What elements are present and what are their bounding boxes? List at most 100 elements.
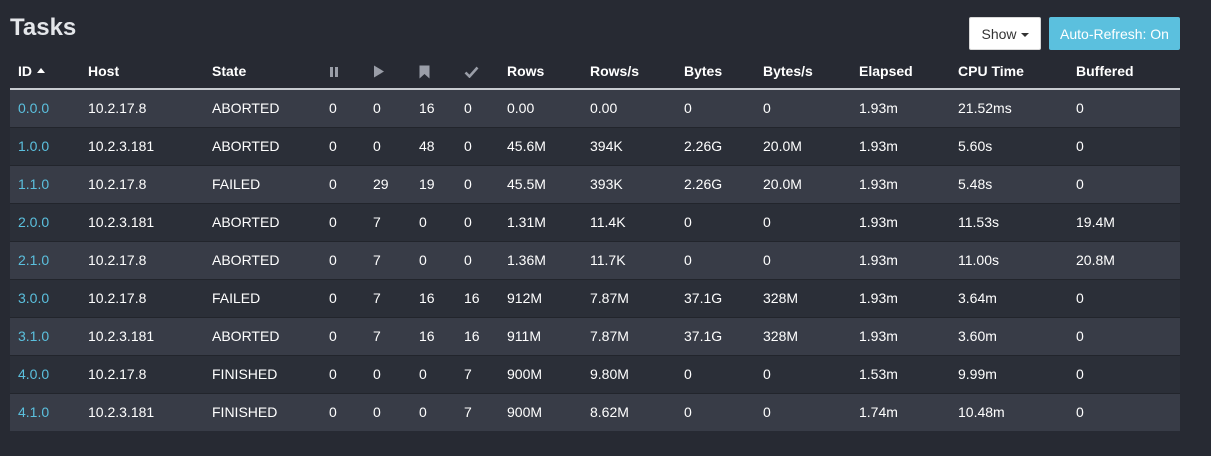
- table-row: 0.0.0 10.2.17.8 ABORTED 0 0 16 0 0.00 0.00 0 0 1.93…: [10, 88, 1180, 127]
- elapsed-cell: 1.93m: [851, 164, 950, 203]
- rows-cell: 45.6M: [499, 126, 582, 165]
- task-id-link[interactable]: 1.0.0: [10, 126, 80, 165]
- header-cpu-time[interactable]: CPU Time: [950, 53, 1068, 90]
- host-cell: 10.2.17.8: [80, 354, 204, 393]
- finished-count: 16: [456, 278, 499, 317]
- header-rows[interactable]: Rows: [499, 53, 582, 90]
- bytes-per-sec-cell: 0: [755, 240, 851, 279]
- cpu-time-cell: 11.53s: [950, 202, 1068, 241]
- blocked-count: 19: [411, 164, 456, 203]
- buffered-cell: 0: [1068, 392, 1180, 431]
- state-cell: ABORTED: [204, 88, 321, 127]
- blocked-count: 0: [411, 392, 456, 431]
- header-finished[interactable]: [456, 53, 499, 90]
- play-icon: [374, 65, 384, 78]
- host-cell: 10.2.17.8: [80, 240, 204, 279]
- bytes-cell: 2.26G: [676, 164, 755, 203]
- blocked-count: 0: [411, 202, 456, 241]
- buffered-cell: 0: [1068, 164, 1180, 203]
- table-row: 2.1.0 10.2.17.8 ABORTED 0 7 0 0 1.36M 11.7K 0 0 1.9…: [10, 240, 1180, 279]
- task-id-link[interactable]: 1.1.0: [10, 164, 80, 203]
- buffered-cell: 20.8M: [1068, 240, 1180, 279]
- bytes-per-sec-cell: 328M: [755, 278, 851, 317]
- elapsed-cell: 1.93m: [851, 278, 950, 317]
- header-running[interactable]: [365, 53, 411, 90]
- rows-per-sec-cell: 7.87M: [582, 316, 676, 355]
- header-blocked[interactable]: [411, 53, 456, 90]
- running-count: 0: [365, 354, 411, 393]
- state-cell: FAILED: [204, 164, 321, 203]
- rows-per-sec-cell: 393K: [582, 164, 676, 203]
- show-dropdown-button[interactable]: Show: [969, 17, 1041, 50]
- task-id-link[interactable]: 4.0.0: [10, 354, 80, 393]
- state-cell: ABORTED: [204, 202, 321, 241]
- bytes-per-sec-cell: 328M: [755, 316, 851, 355]
- state-cell: FAILED: [204, 278, 321, 317]
- header-host[interactable]: Host: [80, 53, 204, 90]
- blocked-count: 48: [411, 126, 456, 165]
- paused-count: 0: [321, 240, 365, 279]
- rows-per-sec-cell: 0.00: [582, 88, 676, 127]
- elapsed-cell: 1.93m: [851, 316, 950, 355]
- blocked-count: 16: [411, 316, 456, 355]
- table-row: 3.1.0 10.2.3.181 ABORTED 0 7 16 16 911M 7.87M 37.…: [10, 316, 1180, 355]
- running-count: 0: [365, 88, 411, 127]
- task-id-link[interactable]: 0.0.0: [10, 88, 80, 127]
- table-row: 4.1.0 10.2.3.181 FINISHED 0 0 0 7 900M 8.62M 0 0 1.…: [10, 392, 1180, 431]
- header-id[interactable]: ID: [10, 53, 80, 90]
- state-cell: ABORTED: [204, 240, 321, 279]
- rows-cell: 1.36M: [499, 240, 582, 279]
- paused-count: 0: [321, 278, 365, 317]
- rows-cell: 1.31M: [499, 202, 582, 241]
- elapsed-cell: 1.53m: [851, 354, 950, 393]
- host-cell: 10.2.3.181: [80, 126, 204, 165]
- bytes-cell: 0: [676, 240, 755, 279]
- header-buffered[interactable]: Buffered: [1068, 53, 1180, 90]
- header-paused[interactable]: [321, 53, 365, 90]
- state-cell: FINISHED: [204, 392, 321, 431]
- task-id-link[interactable]: 2.1.0: [10, 240, 80, 279]
- task-id-link[interactable]: 4.1.0: [10, 392, 80, 431]
- sort-ascending-icon: [37, 68, 45, 74]
- task-id-link[interactable]: 3.0.0: [10, 278, 80, 317]
- elapsed-cell: 1.93m: [851, 126, 950, 165]
- cpu-time-cell: 5.60s: [950, 126, 1068, 165]
- host-cell: 10.2.3.181: [80, 392, 204, 431]
- paused-count: 0: [321, 392, 365, 431]
- buffered-cell: 0: [1068, 354, 1180, 393]
- header-bytes-per-sec[interactable]: Bytes/s: [755, 53, 851, 90]
- rows-per-sec-cell: 394K: [582, 126, 676, 165]
- task-id-link[interactable]: 3.1.0: [10, 316, 80, 355]
- auto-refresh-button[interactable]: Auto-Refresh: On: [1049, 17, 1180, 50]
- state-cell: ABORTED: [204, 316, 321, 355]
- finished-count: 0: [456, 126, 499, 165]
- bytes-per-sec-cell: 0: [755, 392, 851, 431]
- bytes-per-sec-cell: 20.0M: [755, 126, 851, 165]
- table-row: 1.0.0 10.2.3.181 ABORTED 0 0 48 0 45.6M 394K 2.26…: [10, 126, 1180, 165]
- paused-count: 0: [321, 354, 365, 393]
- bytes-cell: 0: [676, 88, 755, 127]
- rows-per-sec-cell: 8.62M: [582, 392, 676, 431]
- buffered-cell: 0: [1068, 278, 1180, 317]
- buffered-cell: 0: [1068, 126, 1180, 165]
- rows-per-sec-cell: 7.87M: [582, 278, 676, 317]
- bytes-per-sec-cell: 0: [755, 202, 851, 241]
- tasks-table: ID Host State Rows Rows/s Bytes Bytes/s …: [10, 53, 1180, 431]
- check-icon: [464, 66, 479, 78]
- rows-cell: 0.00: [499, 88, 582, 127]
- running-count: 0: [365, 392, 411, 431]
- cpu-time-cell: 21.52ms: [950, 88, 1068, 127]
- finished-count: 16: [456, 316, 499, 355]
- header-bytes[interactable]: Bytes: [676, 53, 755, 90]
- bookmark-icon: [419, 65, 430, 79]
- table-row: 2.0.0 10.2.3.181 ABORTED 0 7 0 0 1.31M 11.4K 0 0 1.…: [10, 202, 1180, 241]
- running-count: 7: [365, 278, 411, 317]
- header-rows-per-sec[interactable]: Rows/s: [582, 53, 676, 90]
- rows-per-sec-cell: 11.4K: [582, 202, 676, 241]
- header-elapsed[interactable]: Elapsed: [851, 53, 950, 90]
- task-id-link[interactable]: 2.0.0: [10, 202, 80, 241]
- cpu-time-cell: 3.60m: [950, 316, 1068, 355]
- rows-per-sec-cell: 11.7K: [582, 240, 676, 279]
- paused-count: 0: [321, 202, 365, 241]
- header-state[interactable]: State: [204, 53, 321, 90]
